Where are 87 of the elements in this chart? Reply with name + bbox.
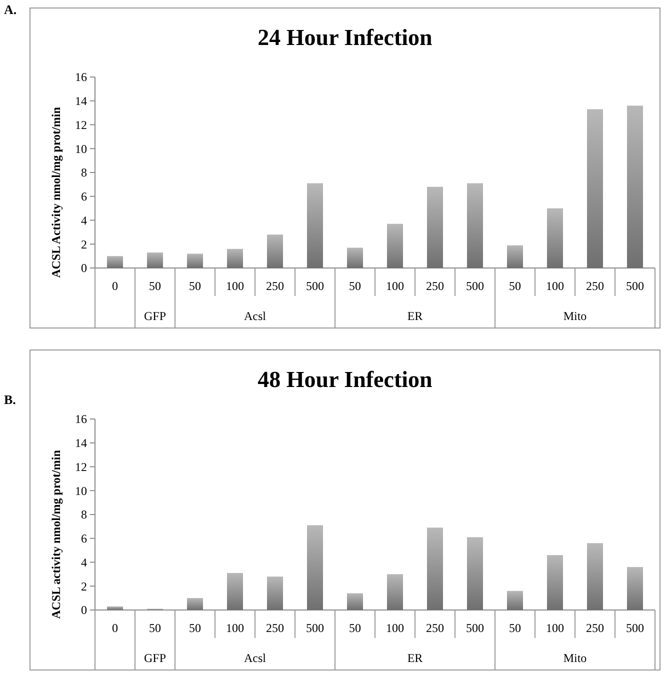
text: Acsl <box>244 309 267 323</box>
chart-title: 24 Hour Infection <box>258 25 433 50</box>
x-tick-label: 500 <box>306 621 324 635</box>
x-tick-label: 100 <box>226 279 244 293</box>
text: GFP <box>144 309 166 323</box>
bar <box>107 256 123 268</box>
bar <box>187 254 203 268</box>
text: B. <box>4 392 16 407</box>
bar <box>507 245 523 268</box>
y-axis-title: ACSL activity nmol/mg prot/min <box>49 450 63 619</box>
bar <box>587 543 603 610</box>
bar <box>187 598 203 610</box>
bar <box>227 248 243 268</box>
bar <box>587 109 603 268</box>
x-tick-label: 0 <box>112 621 118 635</box>
bar <box>387 574 403 610</box>
bar <box>547 208 563 268</box>
y-tick-label: 10 <box>75 484 87 498</box>
x-tick-label: 500 <box>306 279 324 293</box>
bar <box>267 576 283 610</box>
chart-title: 48 Hour Infection <box>258 367 433 392</box>
y-tick-label: 12 <box>75 118 87 132</box>
bar <box>347 593 363 610</box>
bar <box>467 537 483 610</box>
y-tick-label: 14 <box>75 436 87 450</box>
x-tick-label: 50 <box>149 621 161 635</box>
x-tick-label: 50 <box>189 621 201 635</box>
x-tick-label: 250 <box>586 621 604 635</box>
y-tick-label: 8 <box>81 508 87 522</box>
y-tick-label: 8 <box>81 166 87 180</box>
text: GFP <box>144 651 166 665</box>
bar <box>627 106 643 268</box>
x-tick-label: 100 <box>386 279 404 293</box>
x-tick-label: 50 <box>349 279 361 293</box>
y-tick-label: 14 <box>75 94 87 108</box>
x-tick-label: 250 <box>266 279 284 293</box>
bar <box>467 183 483 268</box>
text: A. <box>4 2 17 17</box>
bar <box>627 567 643 610</box>
bar <box>267 234 283 268</box>
x-tick-label: 100 <box>546 279 564 293</box>
x-tick-label: 100 <box>386 621 404 635</box>
bar <box>307 525 323 610</box>
x-tick-label: 250 <box>586 279 604 293</box>
x-tick-label: 0 <box>112 279 118 293</box>
bar <box>427 528 443 610</box>
y-tick-label: 2 <box>81 579 87 594</box>
bar <box>427 186 443 268</box>
x-tick-label: 50 <box>509 279 521 293</box>
x-tick-label: 50 <box>149 279 161 293</box>
text: Mito <box>563 651 587 665</box>
text: ER <box>407 309 423 323</box>
x-tick-label: 50 <box>509 621 521 635</box>
bar <box>547 555 563 610</box>
bar <box>147 252 163 268</box>
y-tick-label: 10 <box>75 142 87 156</box>
y-tick-label: 4 <box>81 555 87 570</box>
bar <box>347 248 363 268</box>
y-tick-label: 6 <box>81 190 87 204</box>
x-tick-label: 500 <box>626 279 644 293</box>
x-tick-label: 250 <box>426 621 444 635</box>
y-axis-title: ACSL Activity nmol/mg prot/min <box>49 106 63 278</box>
x-tick-label: 250 <box>426 279 444 293</box>
text: ER <box>407 651 423 665</box>
y-tick-label: 4 <box>81 213 87 228</box>
text: Mito <box>563 309 587 323</box>
y-tick-label: 6 <box>81 532 87 546</box>
x-tick-label: 500 <box>626 621 644 635</box>
text: Acsl <box>244 651 267 665</box>
x-tick-label: 50 <box>189 279 201 293</box>
x-tick-label: 100 <box>546 621 564 635</box>
y-tick-label: 0 <box>81 603 87 618</box>
bar <box>307 183 323 268</box>
y-tick-label: 16 <box>75 412 87 426</box>
x-tick-label: 500 <box>466 279 484 293</box>
y-tick-label: 0 <box>81 261 87 276</box>
x-tick-label: 500 <box>466 621 484 635</box>
y-tick-label: 16 <box>75 70 87 84</box>
bar <box>227 572 243 610</box>
y-tick-label: 2 <box>81 237 87 252</box>
x-tick-label: 50 <box>349 621 361 635</box>
bar <box>107 606 123 610</box>
bar <box>387 224 403 268</box>
bar <box>507 590 523 610</box>
x-tick-label: 250 <box>266 621 284 635</box>
x-tick-label: 100 <box>226 621 244 635</box>
y-tick-label: 12 <box>75 460 87 474</box>
